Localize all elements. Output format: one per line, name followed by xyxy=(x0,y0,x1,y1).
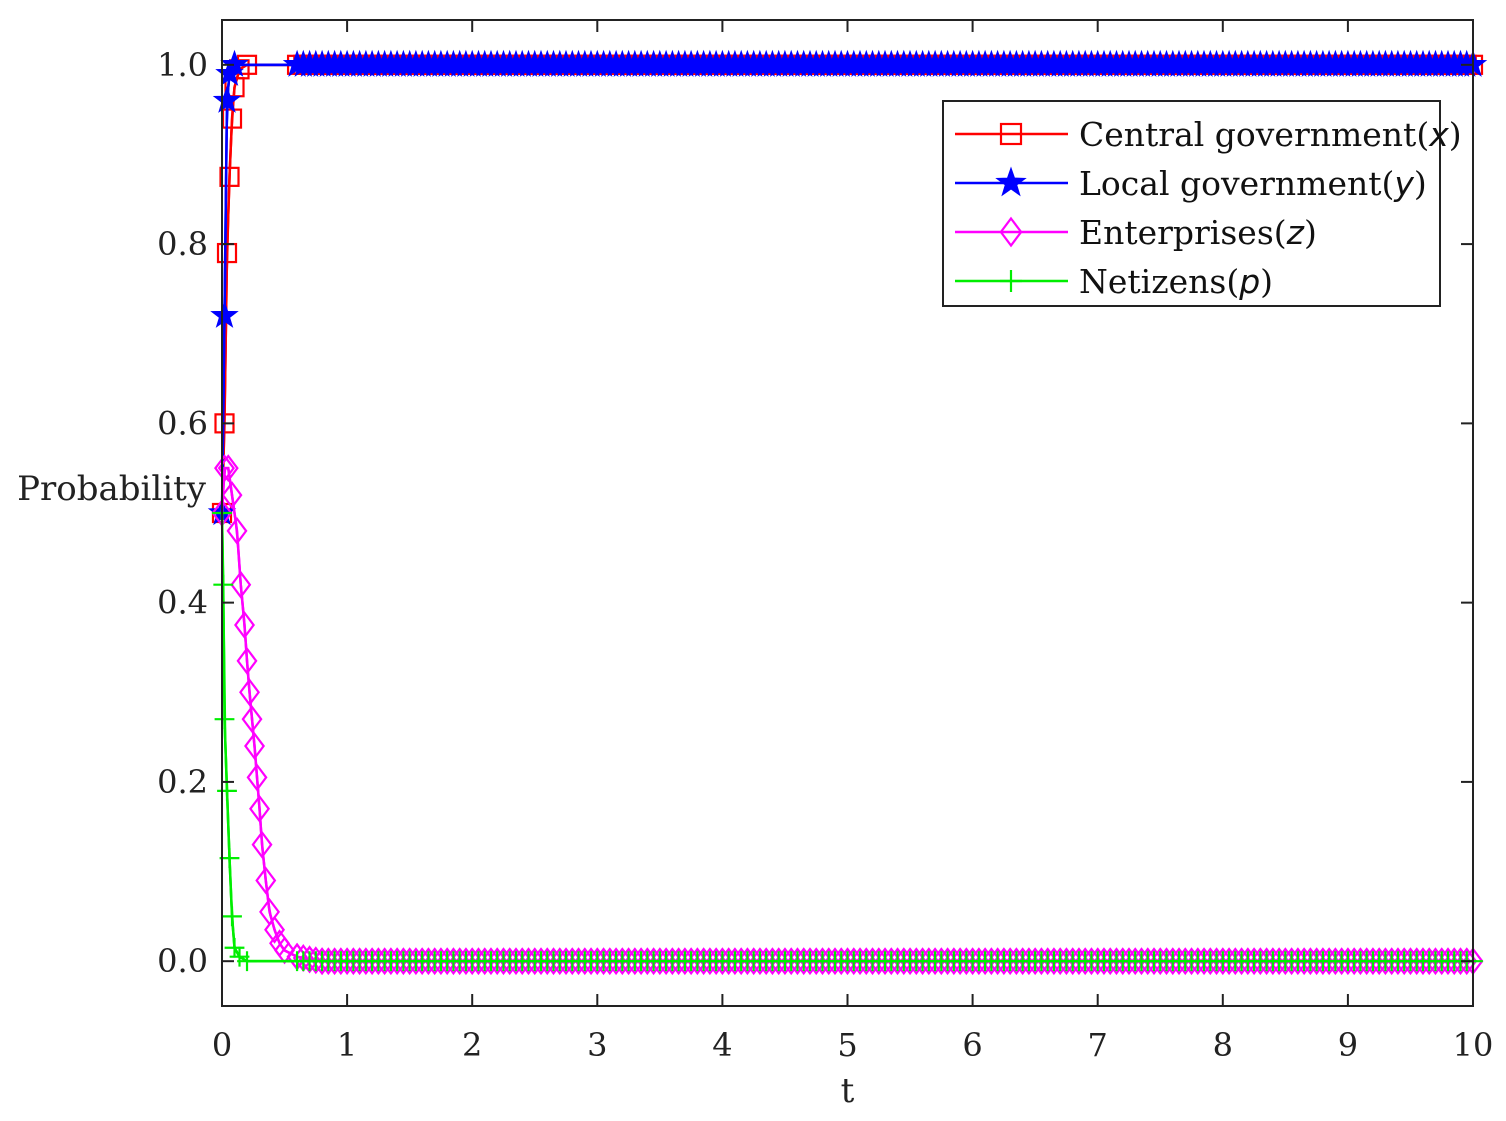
x-tick-label: 9 xyxy=(1338,1026,1358,1064)
series-2-marker xyxy=(274,936,296,965)
series-2-marker xyxy=(241,705,263,734)
series-3-marker xyxy=(222,906,242,927)
x-tick-label: 1 xyxy=(337,1026,357,1064)
legend-label-var: x xyxy=(1428,115,1449,154)
series-0-marker xyxy=(219,166,240,187)
x-tick-label: 8 xyxy=(1213,1026,1233,1064)
legend-item-0: Central government(x) xyxy=(955,115,1462,154)
legend-label-close: ) xyxy=(1260,262,1273,301)
legend-label: Netizens(p) xyxy=(1079,262,1273,301)
legend-item-2: Enterprises(z) xyxy=(955,213,1317,252)
series-2-marker xyxy=(249,794,271,823)
series-3 xyxy=(212,503,1483,972)
y-tick-label: 1.0 xyxy=(157,46,208,84)
legend-marker xyxy=(995,166,1027,197)
series-layer xyxy=(207,49,1488,976)
legend-item-1: Local government(y) xyxy=(955,164,1427,203)
series-2-marker xyxy=(255,866,277,895)
series-line-2-early xyxy=(220,466,348,963)
legend-label-text: Local government( xyxy=(1079,164,1394,203)
series-3-marker xyxy=(224,937,245,958)
x-tick-label: 10 xyxy=(1453,1026,1494,1064)
series-3-marker xyxy=(237,951,257,972)
series-2-marker xyxy=(246,763,268,792)
series-2-marker xyxy=(221,481,243,510)
series-line-0-early xyxy=(220,63,348,514)
series-2-marker xyxy=(239,678,261,707)
y-axis-label: Probability xyxy=(17,469,207,509)
legend-label-var: y xyxy=(1393,164,1414,203)
series-3-marker xyxy=(214,709,235,730)
x-axis-label: t xyxy=(841,1071,855,1111)
legend-label-close: ) xyxy=(1414,164,1427,203)
legend-label: Central government(x) xyxy=(1079,115,1462,154)
y-tick-label: 0.4 xyxy=(157,584,208,622)
x-tick-label: 3 xyxy=(587,1026,607,1064)
legend-label-text: Central government( xyxy=(1079,115,1429,154)
legend-marker xyxy=(999,216,1023,248)
legend-label-var: z xyxy=(1286,213,1305,252)
series-2 xyxy=(211,454,1484,976)
series-line-3 xyxy=(220,512,1473,963)
series-3-marker xyxy=(213,574,234,595)
x-tick-label: 6 xyxy=(962,1026,982,1064)
legend-label-text: Netizens( xyxy=(1079,262,1239,301)
series-1-marker xyxy=(220,49,249,77)
legend-marker xyxy=(1000,270,1022,292)
series-1-marker xyxy=(210,300,239,328)
y-tick-label: 0.6 xyxy=(157,404,208,442)
legend-label-close: ) xyxy=(1449,115,1462,154)
y-tick-label: 0.0 xyxy=(157,942,208,980)
legend-label: Enterprises(z) xyxy=(1079,213,1317,252)
series-2-marker xyxy=(230,570,252,599)
x-tick-label: 0 xyxy=(212,1026,232,1064)
series-2-marker xyxy=(226,516,248,545)
series-line-2 xyxy=(220,466,1473,963)
series-2-marker xyxy=(244,732,266,761)
series-1-marker xyxy=(212,85,242,113)
x-tick-label: 2 xyxy=(462,1026,482,1064)
x-tick-label: 7 xyxy=(1088,1026,1108,1064)
series-2-marker xyxy=(236,646,258,675)
y-tick-label: 0.2 xyxy=(157,763,208,801)
legend: Central government(x)Local government(y)… xyxy=(942,100,1462,307)
legend-marker xyxy=(999,122,1023,146)
y-tick-label: 0.8 xyxy=(157,225,208,263)
legend-label-close: ) xyxy=(1304,213,1317,252)
series-2-marker xyxy=(214,454,235,483)
legend-label-text: Enterprises( xyxy=(1079,213,1287,252)
series-line-1-early xyxy=(220,63,348,514)
series-2-marker xyxy=(251,830,273,859)
series-3-marker xyxy=(217,780,237,801)
legend-label-var: p xyxy=(1238,262,1260,301)
series-1 xyxy=(207,49,1488,526)
x-tick-label: 4 xyxy=(712,1026,732,1064)
legend-label: Local government(y) xyxy=(1079,164,1427,203)
series-2-marker xyxy=(264,915,286,944)
legend-item-3: Netizens(p) xyxy=(955,262,1273,301)
ticks-layer: 0 1 2 3 4 5 6 7 8 9 10 0.0 0.2 0.4 0.6 0.8 1.0 xyxy=(157,20,1493,1064)
series-2-marker xyxy=(234,611,256,640)
x-tick-label: 5 xyxy=(837,1026,857,1064)
